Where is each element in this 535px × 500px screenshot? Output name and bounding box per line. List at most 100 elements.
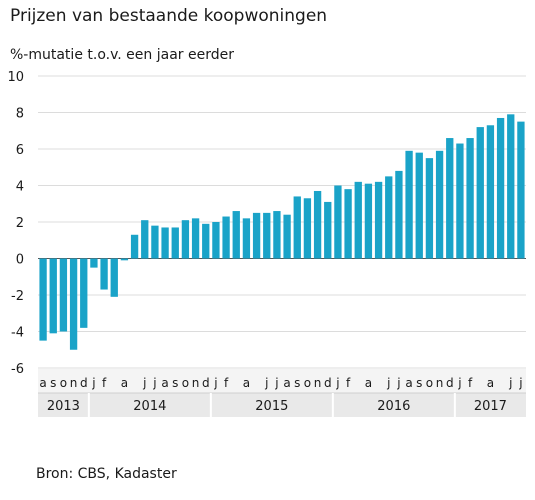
bar <box>100 258 108 290</box>
bar <box>69 258 78 350</box>
x-tick-label: a <box>487 376 494 390</box>
source-note: Bron: CBS, Kadaster <box>36 466 177 482</box>
y-tick-label: 10 <box>7 70 24 85</box>
x-tick-label: j <box>457 376 461 390</box>
x-tick-label: f <box>224 376 229 390</box>
x-tick-label: d <box>80 376 88 390</box>
bar <box>181 220 190 259</box>
bar <box>110 258 118 297</box>
x-tick-label: o <box>182 376 189 390</box>
x-tick-label: j <box>142 376 146 390</box>
bar <box>476 127 484 259</box>
x-tick-label: j <box>152 376 156 390</box>
x-tick-label: j <box>396 376 400 390</box>
bar <box>141 220 149 259</box>
x-tick-label: j <box>518 376 522 390</box>
bar <box>496 117 505 259</box>
bar <box>39 258 47 341</box>
bar <box>425 158 434 259</box>
x-tick-label: s <box>50 376 56 390</box>
x-tick-label: f <box>102 376 107 390</box>
x-tick-label: s <box>416 376 422 390</box>
x-tick-label: a <box>121 376 128 390</box>
x-tick-label: o <box>60 376 67 390</box>
chart-title: Prijzen van bestaande koopwoningen <box>10 6 328 26</box>
x-tick-label: n <box>192 376 200 390</box>
year-label: 2014 <box>133 399 166 414</box>
bar <box>59 258 68 332</box>
bar <box>374 181 383 259</box>
bar <box>507 114 515 259</box>
bar <box>49 258 57 334</box>
bar <box>405 150 413 259</box>
bar <box>212 222 220 259</box>
x-tick-label: a <box>405 376 412 390</box>
bar <box>435 150 444 259</box>
bar <box>456 143 464 259</box>
bar <box>364 183 373 259</box>
x-tick-label: a <box>283 376 290 390</box>
x-tick-label: f <box>468 376 473 390</box>
x-tick-label: a <box>161 376 168 390</box>
x-tick-label: d <box>446 376 454 390</box>
x-tick-label: j <box>508 376 512 390</box>
y-tick-label: -4 <box>11 326 24 341</box>
y-tick-label: 8 <box>16 107 24 122</box>
y-tick-label: 2 <box>16 216 24 231</box>
bar <box>263 212 271 259</box>
x-tick-label: f <box>346 376 351 390</box>
bar <box>303 198 312 259</box>
x-tick-label: j <box>335 376 339 390</box>
year-label: 2016 <box>377 399 410 414</box>
y-tick-label: 0 <box>16 253 24 268</box>
bar <box>395 170 403 259</box>
y-tick-label: -2 <box>11 289 24 304</box>
bar <box>222 216 230 259</box>
bar <box>466 138 474 259</box>
bar <box>232 211 240 259</box>
month-axis-band <box>38 369 526 393</box>
bar <box>80 258 88 328</box>
bar <box>313 190 322 259</box>
bar <box>242 218 251 259</box>
bar <box>252 212 261 259</box>
x-tick-label: s <box>172 376 178 390</box>
year-label: 2017 <box>474 399 507 414</box>
x-tick-label: j <box>264 376 268 390</box>
x-tick-label: a <box>365 376 372 390</box>
year-label: 2013 <box>47 399 80 414</box>
bar <box>202 223 210 259</box>
x-tick-label: d <box>202 376 210 390</box>
bar <box>344 189 352 259</box>
bar <box>161 227 169 259</box>
bar <box>415 152 423 259</box>
y-tick-label: 6 <box>16 143 24 158</box>
bar <box>334 185 342 259</box>
bar <box>446 138 454 259</box>
x-tick-label: s <box>294 376 300 390</box>
bar <box>324 201 332 259</box>
x-tick-label: o <box>304 376 311 390</box>
bar <box>517 121 525 259</box>
bar <box>354 181 362 259</box>
bar <box>486 125 495 259</box>
bar <box>293 196 301 259</box>
x-tick-label: a <box>243 376 250 390</box>
bar <box>171 227 179 259</box>
bar <box>385 176 393 259</box>
x-tick-label: j <box>386 376 390 390</box>
x-tick-label: d <box>324 376 332 390</box>
x-tick-label: n <box>70 376 78 390</box>
x-tick-label: j <box>213 376 217 390</box>
bar <box>90 258 98 268</box>
x-tick-label: n <box>314 376 322 390</box>
y-tick-label: -6 <box>11 362 24 377</box>
y-tick-label: 4 <box>16 180 24 195</box>
x-tick-label: o <box>426 376 433 390</box>
bar <box>130 234 139 259</box>
bar <box>151 225 159 259</box>
bar <box>273 211 281 259</box>
x-tick-label: a <box>39 376 46 390</box>
